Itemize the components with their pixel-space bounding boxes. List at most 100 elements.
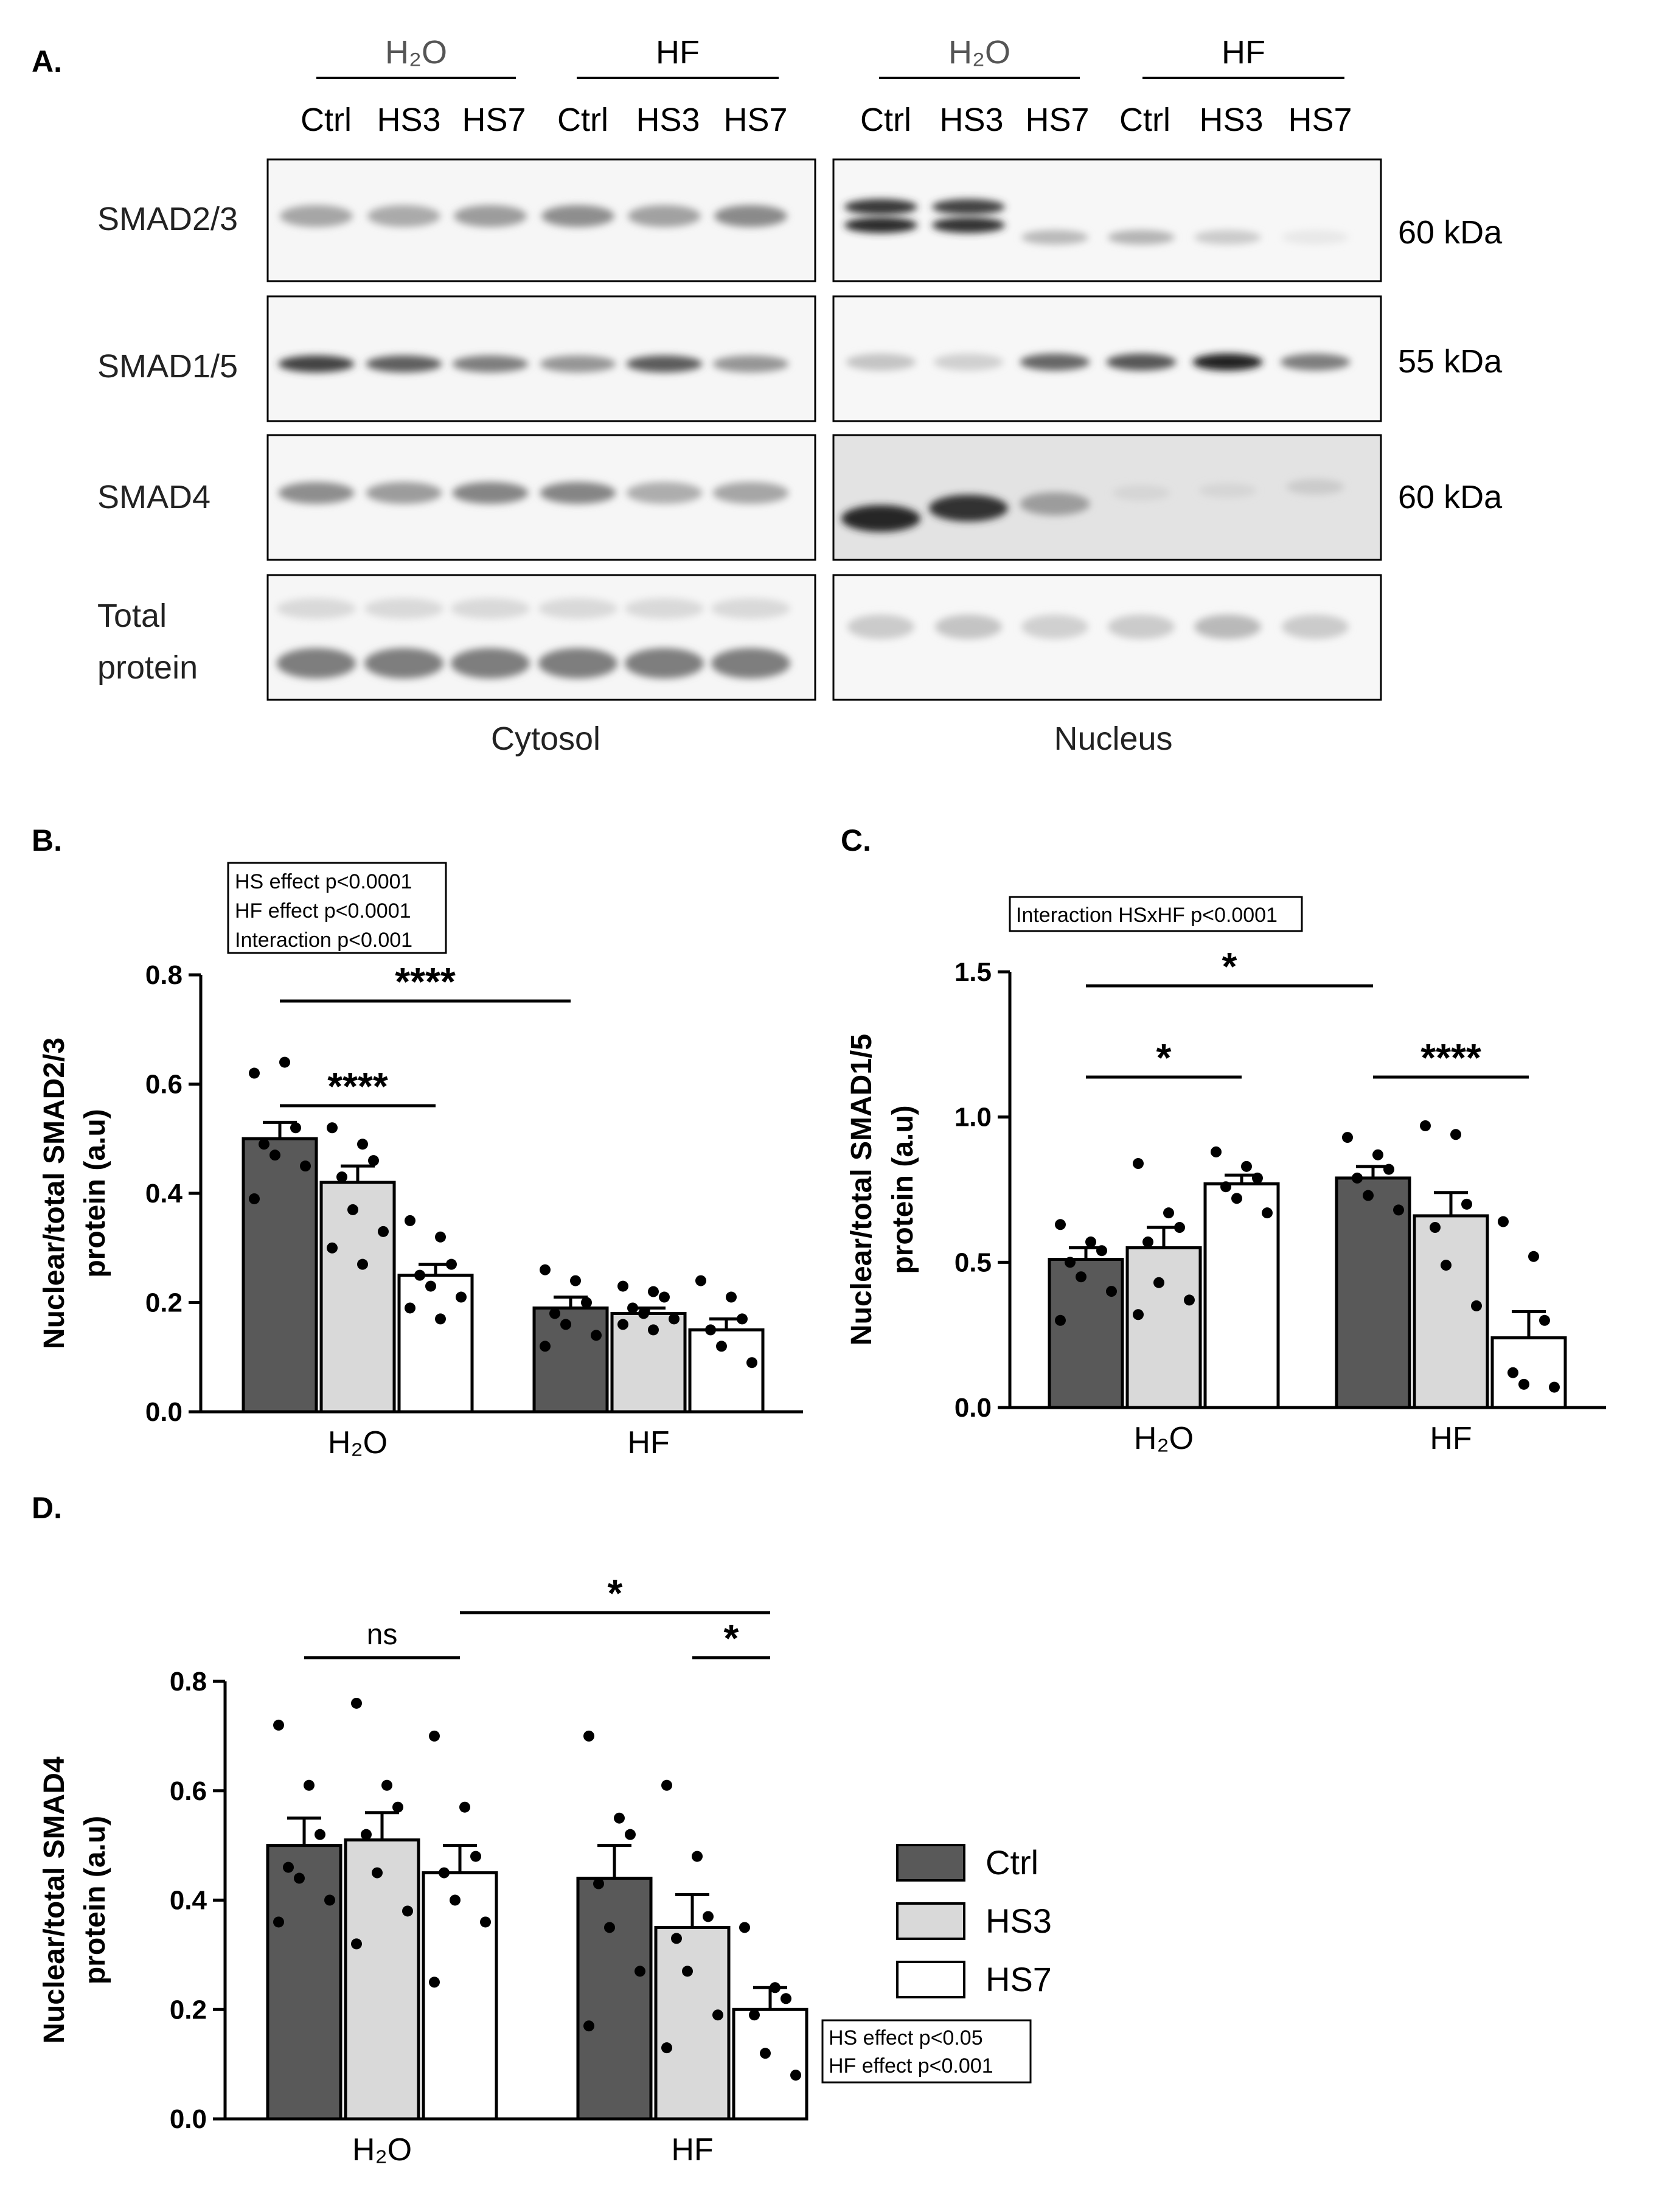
- x-category-label: H₂O: [352, 2132, 412, 2168]
- data-point: [405, 1302, 415, 1314]
- blot-band: [541, 205, 614, 227]
- row-label-total: Total: [97, 598, 167, 634]
- data-point: [378, 1226, 389, 1237]
- data-point: [1383, 1164, 1394, 1175]
- y-tick-label: 1.0: [954, 1103, 992, 1132]
- data-point: [470, 1851, 481, 1862]
- significance-label: ****: [395, 960, 456, 1003]
- data-point: [790, 2070, 801, 2081]
- bar-hs7: [732, 2008, 808, 2121]
- lane-label: Ctrl: [557, 102, 608, 138]
- stats-line: HS effect p<0.05: [829, 2026, 983, 2050]
- data-point: [703, 1911, 714, 1922]
- lane-label: HS7: [723, 102, 787, 138]
- data-point: [716, 1341, 727, 1352]
- data-point: [1372, 1149, 1383, 1160]
- blot-band: [1020, 492, 1090, 515]
- data-point: [1252, 1172, 1263, 1184]
- blot-band: [1286, 479, 1344, 495]
- data-point: [1539, 1314, 1550, 1326]
- data-point: [414, 1269, 425, 1281]
- lane-label: Ctrl: [860, 102, 911, 138]
- blot-band: [364, 598, 443, 619]
- legend-swatch-ctrl: [896, 1844, 965, 1882]
- lane-label: HS7: [1025, 102, 1089, 138]
- data-point: [1153, 1277, 1164, 1288]
- legend: Ctrl HS3 HS7: [896, 1843, 1052, 1998]
- blot-band: [846, 354, 916, 371]
- data-point: [760, 2048, 771, 2059]
- blot-band: [367, 205, 440, 227]
- data-point: [361, 1829, 372, 1840]
- chart-d-plot: 0.0 0.2 0.4 0.6 0.8 Nuclear/total SMAD4 protei…: [38, 1571, 808, 2168]
- data-point: [692, 1851, 703, 1862]
- data-point: [283, 1861, 294, 1873]
- bar-ctrl: [576, 1877, 653, 2121]
- data-point: [405, 1215, 415, 1226]
- blot-band: [278, 355, 355, 372]
- data-point: [1528, 1251, 1539, 1262]
- chart-b-plot: 0.0 0.2 0.4 0.6 0.8 Nuclear/total SMAD2/3 prot…: [38, 960, 803, 1460]
- blot-band: [538, 648, 617, 679]
- blot-band: [1021, 230, 1088, 245]
- stats-line: HS effect p<0.0001: [235, 870, 412, 893]
- bar-ctrl: [1048, 1258, 1124, 1409]
- blot-band: [1108, 230, 1175, 245]
- data-point: [1174, 1222, 1185, 1233]
- stats-line: HF effect p<0.0001: [235, 899, 411, 923]
- blot-band: [841, 505, 920, 532]
- blot-band: [1021, 615, 1088, 639]
- data-point: [560, 1319, 571, 1330]
- blot-band: [714, 205, 787, 227]
- blot-band: [1020, 354, 1090, 371]
- data-point: [604, 1922, 615, 1933]
- data-point: [661, 1779, 672, 1791]
- data-point: [273, 1916, 284, 1928]
- stats-box: [821, 2019, 1032, 2084]
- x-category-label: H₂O: [328, 1425, 388, 1460]
- blot-group-cyto-hf: HF: [656, 34, 700, 71]
- bar-hs3: [344, 1838, 420, 2121]
- chart-c-plot: 0.0 0.5 1.0 1.5 Nuclear/total SMAD1/5 protein…: [846, 944, 1606, 1456]
- data-point: [1450, 1129, 1461, 1140]
- blot-band: [626, 355, 703, 372]
- data-point: [304, 1779, 315, 1791]
- data-point: [583, 1730, 594, 1742]
- lane-label: HS3: [1199, 102, 1263, 138]
- blot-band: [935, 615, 1002, 639]
- data-point: [1471, 1300, 1482, 1311]
- data-point: [279, 1056, 290, 1068]
- blot-images: [266, 158, 1382, 701]
- lane-label: HS7: [462, 102, 526, 138]
- bar-hs3: [319, 1181, 396, 1414]
- row-label-smad23: SMAD2/3: [97, 201, 238, 237]
- data-point: [726, 1291, 737, 1303]
- significance-label: *: [608, 1571, 623, 1615]
- data-point: [249, 1067, 260, 1079]
- data-point: [269, 1150, 280, 1161]
- data-point: [712, 2009, 723, 2021]
- lane-label: HS3: [636, 102, 700, 138]
- data-point: [1142, 1236, 1153, 1247]
- data-point: [1507, 1367, 1518, 1378]
- blot-row-labels: SMAD2/3 SMAD1/5 SMAD4 Total protein: [97, 201, 238, 686]
- fraction-label-cytosol: Cytosol: [491, 720, 600, 757]
- blot-band: [1280, 354, 1351, 371]
- data-point: [591, 1330, 602, 1341]
- bar-hs3: [1125, 1246, 1202, 1409]
- lane-label: Ctrl: [301, 102, 352, 138]
- data-point: [351, 1697, 362, 1709]
- blot-band: [1198, 483, 1257, 498]
- legend-label-hs3: HS3: [986, 1902, 1052, 1940]
- blot-band: [1282, 230, 1349, 245]
- data-point: [402, 1905, 413, 1917]
- y-tick-label: 0.4: [170, 1886, 207, 1916]
- y-tick-label: 1.5: [954, 957, 992, 987]
- lane-label: HS3: [939, 102, 1003, 138]
- blot-band: [278, 482, 355, 504]
- blot-band: [1282, 615, 1349, 639]
- blot-band: [452, 482, 529, 504]
- x-category-label: H₂O: [1134, 1421, 1194, 1456]
- data-point: [638, 1308, 649, 1319]
- blot-band: [366, 355, 442, 372]
